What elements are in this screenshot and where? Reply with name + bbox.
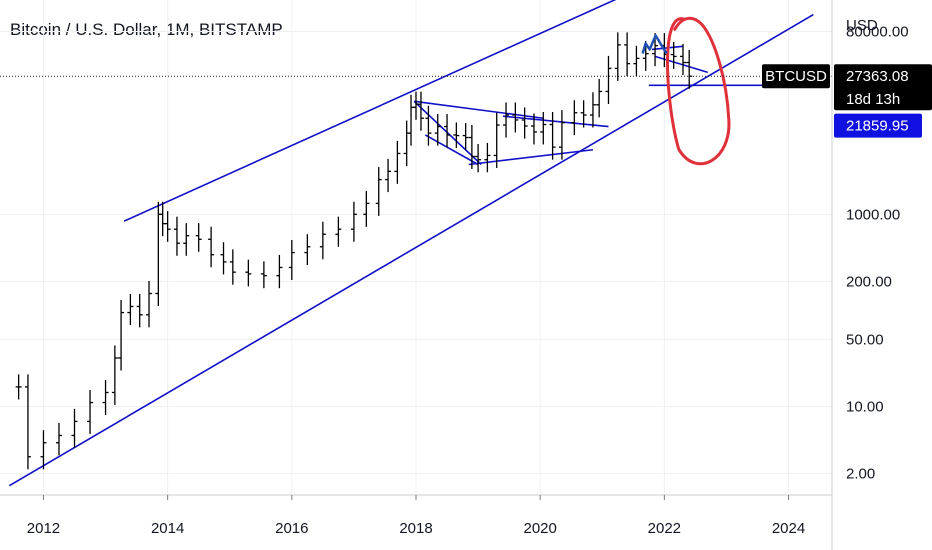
time-tick-label: 2014: [151, 520, 184, 537]
bar-countdown: 18d 13h: [846, 91, 900, 108]
price-tick-label: 10.00: [846, 399, 884, 416]
price-tick-label: 200.00: [846, 273, 892, 290]
time-axis[interactable]: 2012 2014 2016 2018 2020 2022 2024: [27, 495, 805, 537]
horizontal-level-tag: 21859.95: [834, 113, 922, 138]
last-price-tag: 27363.08 18d 13h: [834, 64, 932, 111]
price-axis[interactable]: 80000.00 1000.00 200.00 50.00 10.00 2.00: [846, 23, 909, 482]
price-labels: BTCUSD 27363.08 18d 13h 21859.95: [762, 64, 932, 138]
last-price-value: 27363.08: [846, 68, 909, 85]
wedge-inner-line: [424, 134, 479, 166]
price-tick-label: 50.00: [846, 331, 884, 348]
resistance-line: [502, 115, 609, 128]
level-value: 21859.95: [846, 118, 909, 135]
time-tick-label: 2016: [275, 520, 308, 537]
symbol-tag: BTCUSD: [762, 64, 830, 89]
time-tick-label: 2024: [772, 520, 805, 537]
lower-channel-line: [8, 13, 814, 487]
support-line: [468, 148, 594, 166]
time-tick-label: 2018: [399, 520, 432, 537]
symbol-tag-background: [762, 64, 830, 89]
annotation-markers: [641, 16, 731, 166]
upper-channel-line: [123, 0, 617, 222]
last-price-tag-background: [834, 64, 932, 111]
price-tick-label: 80000.00: [846, 23, 909, 40]
price-tick-label: 2.00: [846, 466, 875, 483]
time-tick-label: 2012: [27, 520, 60, 537]
time-tick-label: 2022: [648, 520, 681, 537]
triangle-upper-line: [414, 100, 544, 120]
level-tag-background: [834, 113, 922, 138]
right-triangle-line: [654, 55, 709, 74]
blue-pattern-marker: [641, 34, 668, 55]
chart-title: Bitcoin / U.S. Dollar, 1M, BITSTAMP: [10, 20, 283, 39]
price-bars: [15, 32, 693, 470]
currency-label: USD: [846, 17, 878, 34]
trend-drawings: [8, 0, 814, 487]
price-tick-label: 1000.00: [846, 206, 900, 223]
symbol-tag-text: BTCUSD: [765, 68, 827, 85]
time-tick-label: 2020: [523, 520, 556, 537]
red-circle-marker: [666, 16, 731, 166]
